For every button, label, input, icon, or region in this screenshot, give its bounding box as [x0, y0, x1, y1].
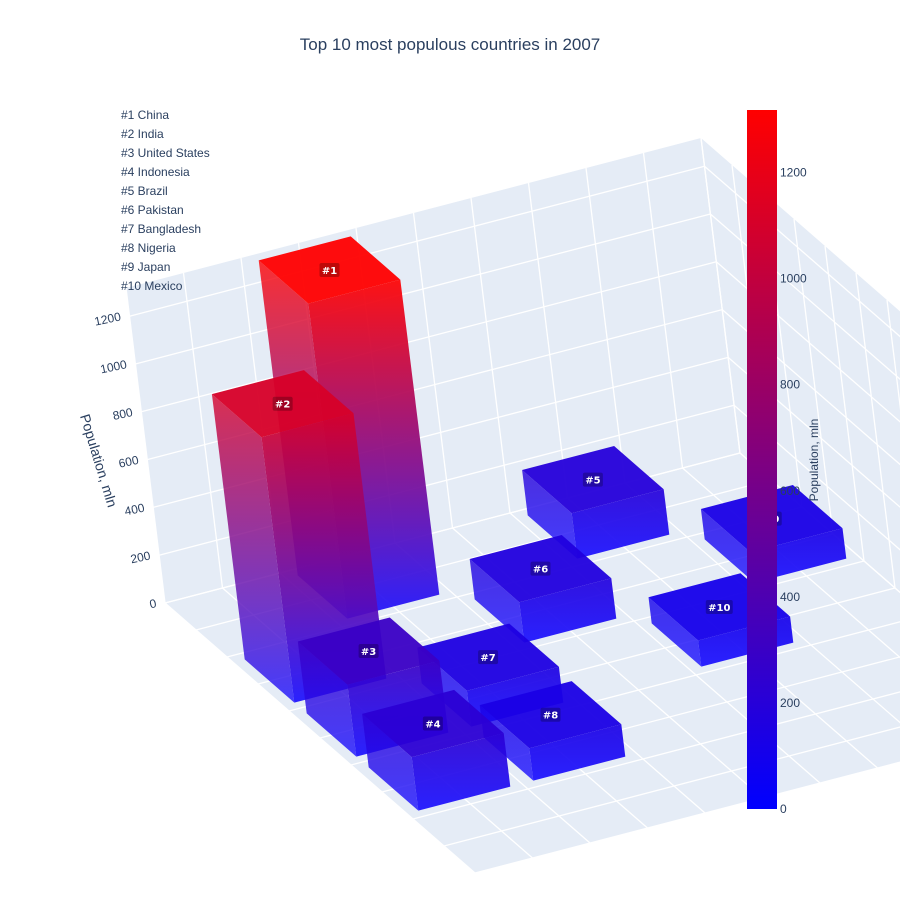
bar-label: #6 [533, 565, 548, 576]
wall-gridline [412, 212, 454, 529]
annotation-line: #7 Bangladesh [121, 222, 201, 236]
z-tick-label: 0 [148, 596, 158, 611]
bar-label-bg [422, 716, 443, 731]
country-annotation: #1 China #2 India #3 United States #4 Indon… [121, 108, 210, 293]
colorbar-tick-label: 400 [780, 590, 800, 604]
bar-top-face [479, 681, 622, 749]
z-axis-title: Population, mln [77, 412, 121, 509]
colorbar-ticks: 0 200 400 600 800 1000 1200 [780, 166, 807, 816]
bar-label-bg [705, 599, 733, 614]
bar-label-bg [582, 472, 603, 487]
colorbar-tick-label: 200 [780, 696, 800, 710]
bars-group: #5#1#9#6#2#10#7#3#8#4 [211, 236, 847, 811]
colorbar-title: Population, mln [807, 419, 821, 502]
colorbar-tick-label: 0 [780, 802, 787, 816]
bar-side-face [211, 394, 295, 703]
bar-label: #5 [585, 476, 600, 487]
wall-gridline [700, 137, 741, 454]
bar-top-face [211, 370, 354, 438]
bar-label: #8 [543, 711, 558, 722]
annotation-line: #8 Nigeria [121, 241, 176, 255]
wall-gridline [470, 197, 511, 514]
colorbar-tick-label: 1200 [780, 166, 807, 180]
wall-gridline [125, 287, 166, 604]
bar: #5 [522, 446, 670, 559]
bar-top-face [417, 623, 559, 691]
z-tick-label: 200 [129, 548, 152, 566]
annotation-line: #1 China [121, 108, 169, 122]
wall-gridline [585, 167, 626, 484]
wall-gridline [824, 245, 865, 562]
bar-front-face [571, 489, 670, 559]
bar-top-face [258, 236, 401, 304]
bar-side-face [648, 597, 702, 667]
bar-side-face [297, 641, 357, 757]
bar-front-face [529, 724, 626, 781]
bar-label-bg [540, 707, 561, 722]
bar: #4 [362, 689, 511, 811]
bar-label: #4 [425, 719, 440, 730]
wall-gridline [855, 272, 896, 589]
colorbar-gradient [747, 110, 777, 809]
bar-label: #10 [708, 603, 730, 614]
bar: #8 [479, 681, 626, 781]
bar-side-face [700, 509, 755, 583]
wall-gridline [182, 272, 224, 589]
annotation-line: #5 Brazil [121, 184, 168, 198]
annotation-line: #4 Indonesia [121, 165, 190, 179]
z-axis-ticks: 0 200 400 600 800 1000 1200 [93, 309, 158, 611]
bar: #6 [469, 535, 617, 643]
colorbar-tick-label: 800 [780, 378, 800, 392]
bar-top-face [522, 446, 664, 514]
bar-label-bg [272, 396, 293, 411]
bar-front-face [411, 733, 511, 811]
z-tick-label: 600 [117, 453, 140, 471]
wall-gridline [793, 218, 834, 535]
bar-label: #2 [275, 400, 290, 411]
z-tick-label: 1000 [99, 357, 128, 376]
bar-label: #3 [361, 647, 376, 658]
colorbar: 0 200 400 600 800 1000 1200 Population, mln [747, 110, 821, 816]
floor-gridline [164, 602, 476, 874]
bar-label-bg [358, 644, 379, 659]
annotation-line: #6 Pakistan [121, 203, 184, 217]
annotation-line: #2 India [121, 127, 164, 141]
colorbar-tick-label: 1000 [780, 272, 807, 286]
bar-side-face [522, 470, 578, 559]
bar-label: #7 [480, 653, 495, 664]
wall-gridline [642, 152, 684, 469]
wall-gridline [886, 299, 900, 411]
z-tick-label: 1200 [93, 309, 122, 328]
chart-title: Top 10 most populous countries in 2007 [300, 35, 601, 54]
bar-label-bg [530, 561, 551, 576]
bar-front-face [519, 578, 617, 643]
bar-top-face [297, 617, 440, 685]
bar-side-face [469, 559, 525, 643]
z-tick-label: 800 [111, 405, 134, 423]
wall-gridline [527, 182, 569, 499]
bar-top-face [362, 689, 504, 758]
bar-label: #1 [322, 266, 337, 277]
bar-label-bg [478, 650, 499, 665]
z-tick-label: 400 [123, 501, 146, 519]
bar-side-face [362, 713, 419, 811]
bar-label-bg [319, 263, 340, 277]
annotation-line: #3 United States [121, 146, 210, 160]
colorbar-tick-label: 600 [780, 484, 800, 498]
bar-top-face [469, 535, 612, 603]
annotation-line: #10 Mexico [121, 279, 183, 293]
annotation-line: #9 Japan [121, 260, 170, 274]
